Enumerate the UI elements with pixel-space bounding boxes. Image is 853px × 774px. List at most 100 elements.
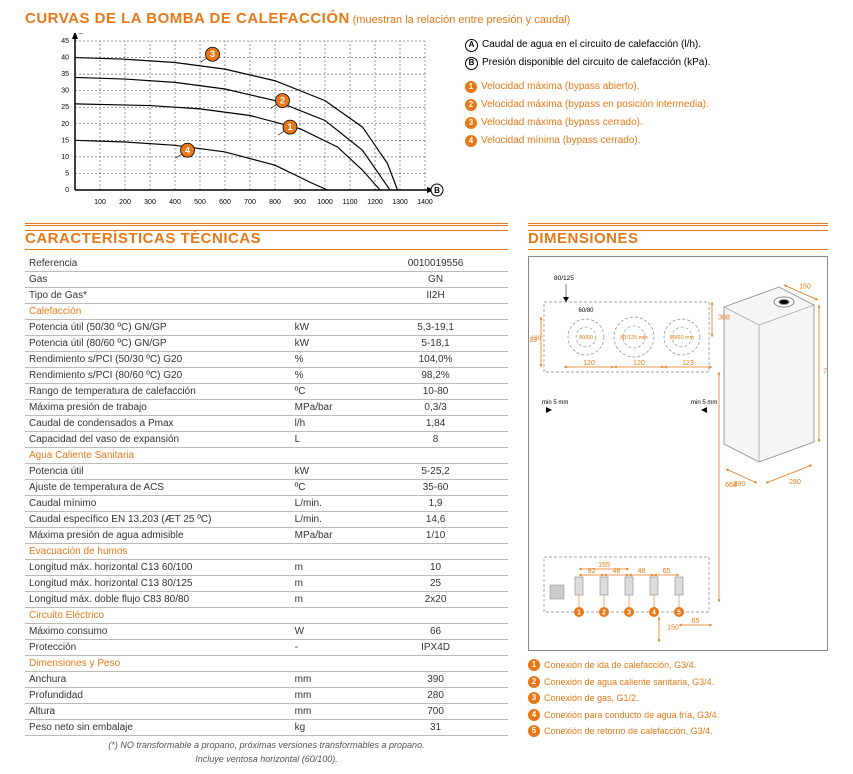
spec-value: 0,3/3	[363, 400, 508, 416]
dims-title: DIMENSIONES	[528, 230, 639, 247]
section-label: Evacuación de humos	[25, 544, 508, 560]
table-row: GasGN	[25, 272, 508, 288]
pump-curve-chart: 1002003004005006007008009001000110012001…	[25, 33, 445, 211]
svg-text:10: 10	[61, 154, 69, 161]
spec-unit: L	[291, 432, 363, 448]
spec-unit: mm	[291, 688, 363, 704]
spec-label: Rango de temperatura de calefacción	[25, 384, 291, 400]
table-row: Calefacción	[25, 304, 508, 320]
spec-label: Capacidad del vaso de expansión	[25, 432, 291, 448]
table-row: Máxima presión de agua admisibleMPa/bar1…	[25, 528, 508, 544]
svg-text:130: 130	[531, 336, 542, 342]
svg-text:1400: 1400	[417, 199, 433, 206]
spec-label: Anchura	[25, 672, 291, 688]
spec-label: Caudal mínimo	[25, 496, 291, 512]
svg-text:500: 500	[194, 199, 206, 206]
footnote-1: (*) NO transformable a propano, próximas…	[25, 740, 508, 750]
spec-value: 31	[363, 720, 508, 736]
svg-text:3: 3	[627, 610, 631, 617]
dims-diagram: 70039028015080/12560/8012012012380/6080/…	[528, 256, 828, 651]
svg-text:200: 200	[119, 199, 131, 206]
svg-text:800: 800	[269, 199, 281, 206]
dims-header: DIMENSIONES	[528, 225, 828, 250]
spec-label: Potencia útil (80/60 ºC) GN/GP	[25, 336, 291, 352]
spec-value: 35-60	[363, 480, 508, 496]
dims-legend: 1Conexión de ida de calefacción, G3/4. 2…	[528, 659, 828, 739]
chart-svg: 1002003004005006007008009001000110012001…	[25, 33, 445, 208]
svg-text:155: 155	[598, 562, 610, 569]
table-row: Máxima presión de trabajoMPa/bar0,3/3	[25, 400, 508, 416]
svg-text:668: 668	[725, 482, 737, 489]
axis-a-label: A Caudal de agua en el circuito de calef…	[465, 37, 828, 53]
spec-label: Longitud máx. horizontal C13 60/100	[25, 560, 291, 576]
svg-text:48: 48	[638, 568, 646, 575]
svg-text:25: 25	[61, 104, 69, 111]
tech-title: CARACTERÍSTICAS TÉCNICAS	[25, 230, 261, 247]
svg-text:60/80: 60/80	[578, 308, 594, 314]
dims-legend-1: 1Conexión de ida de calefacción, G3/4.	[528, 659, 828, 673]
spec-unit: L/min.	[291, 496, 363, 512]
svg-text:1: 1	[287, 122, 292, 132]
svg-text:3: 3	[210, 49, 215, 59]
svg-text:20: 20	[61, 121, 69, 128]
svg-text:80/125 mm: 80/125 mm	[620, 335, 648, 341]
svg-text:min 5 mm: min 5 mm	[542, 400, 568, 406]
curves-heading: CURVAS DE LA BOMBA DE CALEFACCIÓN (muest…	[25, 10, 828, 27]
table-row: Longitud máx. doble flujo C83 80/80m2x20	[25, 592, 508, 608]
dims-legend-4: 4Conexión para conducto de agua fría, G3…	[528, 709, 828, 723]
spec-label: Caudal de condensados a Pmax	[25, 416, 291, 432]
spec-label: Máximo consumo	[25, 624, 291, 640]
svg-text:30: 30	[61, 88, 69, 95]
spec-unit: l/h	[291, 416, 363, 432]
svg-text:1300: 1300	[392, 199, 408, 206]
svg-text:0: 0	[65, 187, 69, 194]
table-row: Potencia útil (50/30 ºC) GN/GPkW5,3-19,1	[25, 320, 508, 336]
svg-text:1: 1	[577, 610, 581, 617]
svg-text:280: 280	[789, 479, 801, 486]
spec-unit: ºC	[291, 480, 363, 496]
legend-2: 2Velocidad máxima (bypass en posición in…	[465, 97, 828, 113]
spec-label: Altura	[25, 704, 291, 720]
svg-text:150: 150	[799, 284, 811, 291]
chart-legend: A Caudal de agua en el circuito de calef…	[465, 33, 828, 211]
spec-value: 14,6	[363, 512, 508, 528]
spec-label: Rendimiento s/PCI (80/60 ºC) G20	[25, 368, 291, 384]
svg-text:80/125: 80/125	[554, 275, 574, 282]
table-row: Potencia útilkW5-25,2	[25, 464, 508, 480]
table-row: Caudal de condensados a Pmaxl/h1,84	[25, 416, 508, 432]
table-row: Protección-IPX4D	[25, 640, 508, 656]
table-row: Potencia útil (80/60 ºC) GN/GPkW5-18,1	[25, 336, 508, 352]
svg-text:300: 300	[144, 199, 156, 206]
spec-label: Referencia	[25, 256, 291, 272]
dims-legend-2: 2Conexión de agua caliente sanitaria, G3…	[528, 676, 828, 690]
dims-panel: DIMENSIONES 70039028015080/12560/8012012…	[528, 225, 828, 764]
spec-label: Tipo de Gas*	[25, 288, 291, 304]
spec-value: IPX4D	[363, 640, 508, 656]
spec-value: 1/10	[363, 528, 508, 544]
svg-text:1200: 1200	[367, 199, 383, 206]
svg-text:400: 400	[169, 199, 181, 206]
table-row: Tipo de Gas*II2H	[25, 288, 508, 304]
spec-value: 280	[363, 688, 508, 704]
dims-legend-5: 5Conexión de retorno de calefacción, G3/…	[528, 725, 828, 739]
spec-label: Potencia útil	[25, 464, 291, 480]
svg-text:80/60 mm: 80/60 mm	[670, 335, 695, 341]
svg-text:5: 5	[677, 610, 681, 617]
legend-4: 4Velocidad mínima (bypass cerrado).	[465, 133, 828, 149]
tech-panel: CARACTERÍSTICAS TÉCNICAS Referencia00100…	[25, 225, 508, 764]
svg-text:123: 123	[682, 360, 694, 367]
spec-unit: W	[291, 624, 363, 640]
table-row: Máximo consumoW66	[25, 624, 508, 640]
svg-text:48: 48	[613, 568, 621, 575]
svg-text:600: 600	[219, 199, 231, 206]
table-row: Longitud máx. horizontal C13 80/125m25	[25, 576, 508, 592]
spec-label: Longitud máx. horizontal C13 80/125	[25, 576, 291, 592]
spec-value: 2x20	[363, 592, 508, 608]
svg-text:100: 100	[94, 199, 106, 206]
spec-unit: kg	[291, 720, 363, 736]
table-row: Alturamm700	[25, 704, 508, 720]
svg-text:80/60: 80/60	[579, 335, 593, 341]
spec-value: 10	[363, 560, 508, 576]
spec-unit	[291, 256, 363, 272]
spec-label: Longitud máx. doble flujo C83 80/80	[25, 592, 291, 608]
